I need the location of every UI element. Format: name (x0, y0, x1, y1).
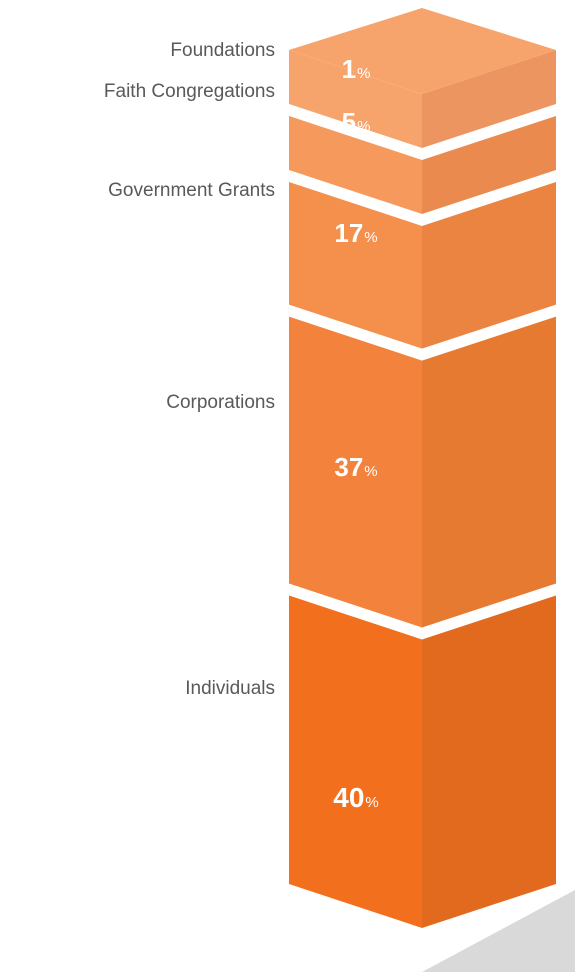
bar-segment-side-faith-congregations (422, 116, 556, 214)
value-label-foundations: 1% (342, 54, 371, 84)
bar-segment-side-individuals (422, 595, 556, 928)
bar-segment-side-foundations (422, 50, 556, 148)
chart-shadow (422, 890, 575, 972)
value-number: 37 (334, 452, 363, 482)
bar-segment-front-foundations (289, 50, 422, 148)
value-percent-sign: % (364, 463, 377, 480)
value-label-faith-congregations: 5% (342, 107, 371, 137)
bar-segment-front-government-grants (289, 182, 422, 349)
value-percent-sign: % (357, 118, 370, 135)
bar-segment-side-government-grants (422, 182, 556, 349)
chart-segments (289, 8, 556, 928)
bar-segment-front-corporations (289, 316, 422, 628)
category-label-corporations: Corporations (166, 392, 275, 413)
bar-segment-front-individuals (289, 595, 422, 928)
value-label-corporations: 37% (334, 452, 377, 482)
value-percent-sign: % (365, 794, 378, 811)
value-label-government-grants: 17% (334, 218, 377, 248)
floor-shadow (422, 890, 575, 972)
value-label-individuals: 40% (333, 782, 379, 813)
value-number: 5 (342, 107, 356, 137)
category-label-government-grants: Government Grants (108, 180, 275, 201)
value-percent-sign: % (357, 65, 370, 82)
category-label-foundations: Foundations (170, 40, 275, 61)
bar-segment-front-faith-congregations (289, 116, 422, 214)
chart-value-labels: 1%5%17%37%40% (333, 54, 379, 813)
value-number: 17 (334, 218, 363, 248)
category-label-faith-congregations: Faith Congregations (104, 81, 275, 102)
category-label-individuals: Individuals (185, 678, 275, 699)
value-number: 40 (333, 782, 364, 813)
value-percent-sign: % (364, 229, 377, 246)
bar-top-face (289, 8, 556, 94)
bar-segment-side-corporations (422, 316, 556, 628)
value-number: 1 (342, 54, 356, 84)
chart-category-labels: Foundations Faith Congregations Government… (104, 40, 275, 699)
